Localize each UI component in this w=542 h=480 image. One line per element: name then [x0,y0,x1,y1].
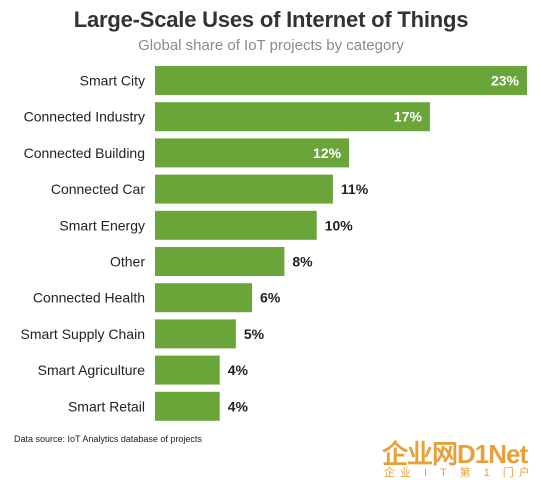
bar-8 [155,355,220,385]
value-label-1: 17% [394,109,423,125]
bar-2 [155,138,350,168]
watermark-main-text: 企业网D1Net [382,439,528,469]
bar-chart: Smart City 23% Connected Industry 17% Connec… [20,66,527,421]
bar-1 [155,102,430,132]
chart-subtitle: Global share of IoT projects by category [138,37,404,54]
bar-7 [155,319,236,349]
category-label-4: Smart Energy [59,217,145,233]
watermark-logo: 企业网D1Net 企业 I T 第 1 门户 [382,434,540,479]
category-label-5: Other [110,254,145,270]
category-label-1: Connected Industry [24,109,145,125]
bar-0 [155,66,527,95]
value-label-7: 5% [244,326,265,342]
category-label-0: Smart City [80,73,145,89]
category-label-8: Smart Agriculture [38,362,146,378]
value-label-5: 8% [292,254,313,270]
category-label-3: Connected Car [51,181,146,197]
value-label-8: 4% [228,362,249,378]
value-label-2: 12% [313,145,342,161]
chart-title: Large-Scale Uses of Internet of Things [73,7,469,32]
bar-9 [155,391,220,421]
category-label-6: Connected Health [33,290,145,306]
value-label-0: 23% [491,73,520,89]
category-label-7: Smart Supply Chain [20,326,145,342]
category-label-2: Connected Building [24,145,145,161]
bar-5 [155,247,285,276]
value-label-4: 10% [325,217,354,233]
category-label-9: Smart Retail [68,398,145,414]
watermark-sub-text: 企业 I T 第 1 门户 [384,467,535,479]
value-label-3: 11% [341,181,369,197]
value-label-9: 4% [228,398,249,414]
bar-3 [155,174,333,204]
data-source-note: Data source: IoT Analytics database of p… [14,434,202,444]
bar-4 [155,210,317,240]
value-label-6: 6% [260,290,281,306]
bar-6 [155,283,253,313]
